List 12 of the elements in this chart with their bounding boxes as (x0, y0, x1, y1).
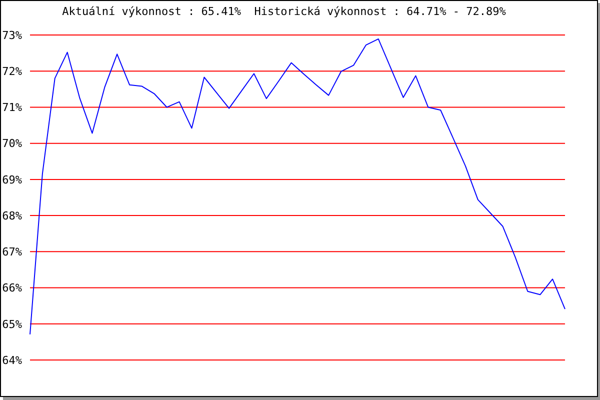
y-tick-label: 73% (2, 28, 22, 42)
y-tick-label: 66% (2, 282, 22, 295)
y-tick-label: 67% (2, 246, 22, 259)
y-tick-label: 71% (2, 101, 22, 114)
y-tick-label: 65% (2, 318, 22, 331)
line-series (30, 38, 566, 335)
y-tick-label: 64% (2, 354, 22, 367)
y-tick-label: 68% (2, 209, 22, 222)
chart-title: Aktuální výkonnost : 65.41% Historická výkonnost : 64.71% - 72.89% (61, 5, 507, 18)
y-tick-label: 72% (2, 65, 22, 78)
y-tick-label: 69% (2, 173, 22, 186)
y-tick-label: 70% (2, 137, 22, 150)
